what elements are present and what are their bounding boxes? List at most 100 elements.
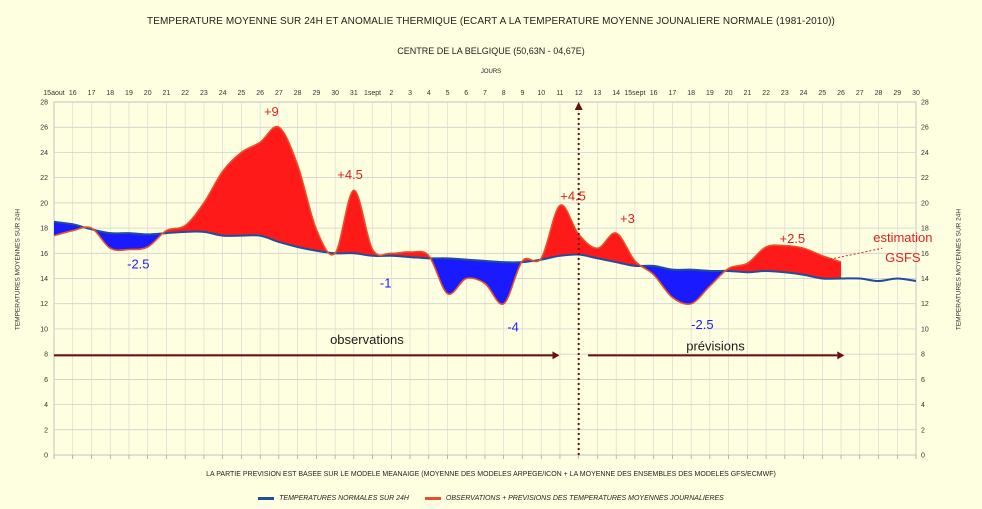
chart-subtitle: CENTRE DE LA BELGIQUE (50,63N - 04,67E) [397,46,585,56]
x-tick-label: 17 [668,90,676,97]
x-tick-label: 26 [256,90,264,97]
annotation-minus-2-5-aug: -2.5 [127,256,149,271]
chart-footnote: LA PARTIE PREVISION EST BASEE SUR LE MOD… [206,471,776,478]
y-tick-label-right: 20 [921,200,929,207]
annotation-plus-3: +3 [620,211,635,226]
y-tick-label-right: 12 [921,301,929,308]
x-tick-label: 25 [818,90,826,97]
x-tick-label: 24 [800,90,808,97]
annotation-gsfs: GSFS [885,250,921,265]
observations-line [53,125,842,306]
warm-anomaly-area [725,245,842,279]
annotation-plus-4-5-aug: +4.5 [337,167,363,182]
x-tick-label: 14 [612,90,620,97]
y-tick-label-left: 14 [40,276,48,283]
y-tick-label-left: 6 [44,377,48,384]
y-tick-label-right: 10 [921,326,929,333]
y-tick-label-right: 4 [921,402,925,409]
annotation-minus-2-5-sep: -2.5 [691,317,713,332]
x-tick-label: 10 [537,90,545,97]
x-tick-label: 20 [725,90,733,97]
y-tick-label-left: 22 [40,175,48,182]
y-tick-label-left: 4 [44,402,48,409]
legend: TEMPERATURES NORMALES SUR 24H OBSERVATIO… [0,495,982,502]
y-tick-label-left: 0 [44,453,48,460]
x-tick-label: 7 [483,90,487,97]
x-axis-label: JOURS [480,69,502,75]
x-tick-label: 11 [556,90,563,97]
y-tick-label-left: 28 [40,100,48,107]
x-tick-label: 13 [594,90,602,97]
x-tick-label: 31 [350,90,358,97]
x-tick-label: 30 [331,90,339,97]
y-tick-label-right: 8 [921,352,925,359]
x-tick-label: 8 [502,90,506,97]
x-tick-label: 6 [464,90,468,97]
legend-item-observations: OBSERVATIONS + PREVISIONS DES TEMPERATUR… [424,495,724,502]
y-tick-label-right: 28 [921,100,929,107]
x-tick-label: 22 [762,90,770,97]
cold-anomaly-area [640,265,726,305]
legend-swatch-observations [424,497,441,500]
x-tick-label: 9 [521,90,525,97]
x-tick-label: 3 [408,90,412,97]
x-tick-label: 28 [294,90,302,97]
annotation-observations: observations [330,332,404,347]
x-tick-label: 22 [181,90,189,97]
x-tick-label: 18 [687,90,695,97]
annotation-plus-2-5: +2.5 [779,231,805,246]
warm-anomaly-area [162,126,329,253]
x-tick-label: 29 [312,90,320,97]
annotation-plus-9: +9 [264,104,279,119]
x-tick-label: 20 [144,90,152,97]
y-tick-label-right: 18 [921,226,929,233]
x-tick-label: 23 [200,90,208,97]
y-tick-label-left: 24 [40,150,48,157]
x-tick-label: 25 [237,90,245,97]
x-tick-label: 15sept [624,90,645,97]
y-tick-label-left: 12 [40,301,48,308]
x-tick-label: 21 [163,90,171,97]
warm-anomaly-area [335,190,431,259]
x-tick-label: 27 [275,90,283,97]
forecast-arrowhead [837,351,845,360]
y-tick-label-right: 14 [921,276,929,283]
x-tick-label: 5 [446,90,450,97]
y-tick-label-left: 20 [40,200,48,207]
x-tick-label: 24 [219,90,227,97]
x-tick-label: 16 [650,90,658,97]
x-tick-label: 28 [875,90,883,97]
x-tick-label: 18 [106,90,114,97]
forecast-separator-arrowhead [574,102,583,110]
x-tick-label: 30 [912,90,920,97]
y-tick-label-left: 18 [40,226,48,233]
x-tick-label: 23 [781,90,789,97]
annotation-previsions: prévisions [686,338,745,353]
x-tick-label: 21 [743,90,751,97]
annotation-minus-4: -4 [507,319,519,334]
cold-anomaly-area [430,258,522,305]
legend-item-normals: TEMPERATURES NORMALES SUR 24H [258,495,409,502]
annotation-plus-4-5-sep: +4.5 [560,188,586,203]
y-tick-label-right: 2 [921,427,925,434]
chart-title: TEMPERATURE MOYENNE SUR 24H ET ANOMALIE … [147,16,835,27]
x-tick-label: 15aout [43,90,64,97]
x-tick-label: 19 [706,90,714,97]
observations-arrowhead [552,351,560,360]
y-tick-label-left: 2 [44,427,48,434]
x-tick-label: 4 [427,90,431,97]
x-tick-label: 17 [88,90,96,97]
legend-label-normals: TEMPERATURES NORMALES SUR 24H [279,495,409,502]
x-tick-label: 2 [389,90,393,97]
warm-anomaly-area [539,205,641,267]
x-tick-label: 26 [837,90,845,97]
y-tick-label-right: 16 [921,251,929,258]
y-tick-label-right: 22 [921,175,929,182]
y-tick-label-left: 8 [44,352,48,359]
y-tick-label-left: 10 [40,326,48,333]
x-tick-label: 16 [69,90,77,97]
y-tick-label-right: 6 [921,377,925,384]
normals-line [53,220,917,283]
